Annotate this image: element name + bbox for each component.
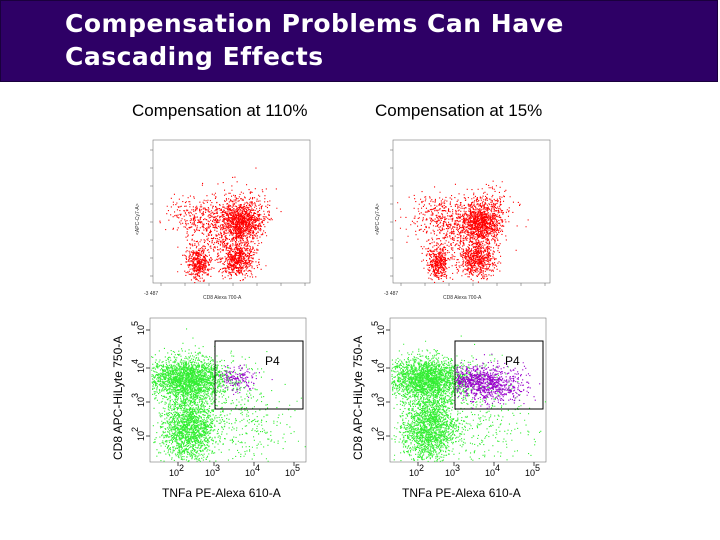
y-tick-label: 10 [376, 325, 386, 335]
y-tick-exponent: 4 [130, 359, 140, 364]
x-tick-exponent: 3 [455, 463, 460, 473]
bottom-plot-xlabel: TNFa PE-Alexa 610-A [402, 486, 521, 500]
x-tick-exponent: 4 [255, 463, 260, 473]
x-tick-label: 10 [285, 468, 295, 478]
y-tick-label: 10 [376, 363, 386, 373]
y-tick-label: 10 [376, 397, 386, 407]
top-plot-origin-label: -3 487 [384, 291, 398, 297]
gate-label: P4 [265, 354, 280, 368]
bottom-scatter-plot [146, 317, 307, 466]
y-tick-label: 10 [136, 431, 146, 441]
y-tick-exponent: 4 [370, 359, 380, 364]
title-bar: Compensation Problems Can Have Cascading… [0, 0, 718, 82]
y-tick-exponent: 5 [130, 321, 140, 326]
x-tick-label: 10 [409, 468, 419, 478]
x-tick-label: 10 [245, 468, 255, 478]
top-plot-origin-label: -3 487 [144, 291, 158, 297]
x-tick-exponent: 2 [179, 463, 184, 473]
y-tick-exponent: 2 [130, 427, 140, 432]
y-tick-exponent: 3 [370, 393, 380, 398]
y-tick-label: 10 [136, 397, 146, 407]
x-tick-label: 10 [485, 468, 495, 478]
y-tick-label: 10 [136, 363, 146, 373]
x-tick-exponent: 4 [495, 463, 500, 473]
x-tick-exponent: 5 [535, 463, 540, 473]
y-tick-exponent: 3 [130, 393, 140, 398]
bottom-scatter-plot [386, 317, 547, 466]
bottom-plot-ylabel: CD8 APC-HiLyte 750-A [111, 336, 125, 460]
top-plot-xlabel: CD8 Alexa 700-A [443, 295, 482, 301]
y-tick-exponent: 5 [370, 321, 380, 326]
x-tick-label: 10 [205, 468, 215, 478]
y-tick-exponent: 2 [370, 427, 380, 432]
gate-p4 [214, 340, 304, 410]
gate-p4 [454, 340, 544, 410]
top-plot-xlabel: CD8 Alexa 700-A [203, 295, 242, 301]
bottom-plot-ylabel: CD8 APC-HiLyte 750-A [351, 336, 365, 460]
x-tick-exponent: 2 [419, 463, 424, 473]
top-scatter-plot [150, 139, 311, 286]
x-tick-label: 10 [525, 468, 535, 478]
column-label-left: Compensation at 110% [132, 101, 308, 120]
y-tick-label: 10 [136, 325, 146, 335]
top-plot-ylabel: <APC-Cy7-A> [375, 203, 381, 235]
column-label-right: Compensation at 15% [375, 101, 543, 120]
x-tick-exponent: 5 [295, 463, 300, 473]
top-scatter-plot [390, 139, 551, 286]
top-plot-ylabel: <APC-Cy7-A> [135, 203, 141, 235]
gate-label: P4 [505, 354, 520, 368]
bottom-plot-xlabel: TNFa PE-Alexa 610-A [162, 486, 281, 500]
x-tick-label: 10 [445, 468, 455, 478]
slide-title-line-1: Compensation Problems Can Have [65, 9, 564, 38]
slide-title-line-2: Cascading Effects [65, 42, 324, 71]
x-tick-exponent: 3 [215, 463, 220, 473]
y-tick-label: 10 [376, 431, 386, 441]
x-tick-label: 10 [169, 468, 179, 478]
